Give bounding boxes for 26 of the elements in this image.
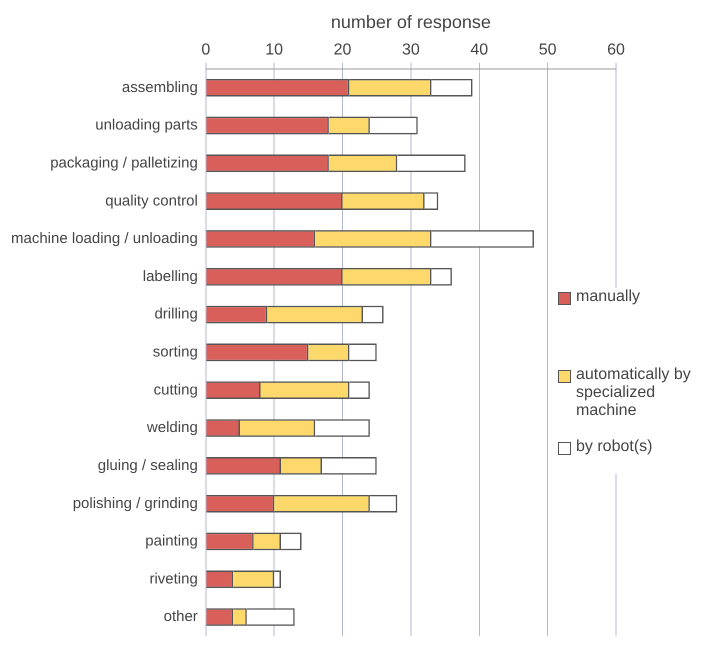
text: by robot(s) bbox=[576, 438, 652, 456]
y-tick-label: cutting bbox=[154, 381, 198, 398]
y-tick-label: other bbox=[164, 608, 198, 626]
y-tick-label: assembling bbox=[122, 78, 198, 96]
x-tick-label: 0 bbox=[201, 42, 210, 59]
y-tick-label: welding bbox=[146, 419, 198, 436]
legend-label: automatically by specialized machine bbox=[576, 366, 692, 420]
x-tick-label: 10 bbox=[265, 42, 284, 59]
y-tick-label: labelling bbox=[142, 268, 198, 285]
x-tick-label: 50 bbox=[538, 42, 557, 59]
x-axis-title: number of response bbox=[330, 12, 491, 32]
y-tick-label: unloading parts bbox=[95, 116, 198, 134]
y-tick-label: polishing / grinding bbox=[72, 494, 198, 512]
x-tick-label: 40 bbox=[470, 42, 488, 59]
y-tick-label: gluing / sealing bbox=[98, 456, 198, 474]
y-tick-label: packaging / palletizing bbox=[50, 154, 198, 172]
y-tick-label: sorting bbox=[152, 344, 198, 361]
y-tick-label: quality control bbox=[105, 192, 198, 210]
y-tick-label: machine loading / unloading bbox=[10, 230, 198, 248]
y-tick-label: painting bbox=[145, 532, 198, 550]
y-tick-label: riveting bbox=[149, 570, 198, 588]
x-tick-label: 60 bbox=[607, 42, 625, 59]
x-tick-label: 30 bbox=[402, 42, 420, 59]
legend-label: manually bbox=[576, 288, 640, 306]
y-tick-label: drilling bbox=[154, 306, 198, 323]
x-tick-label: 20 bbox=[334, 42, 352, 59]
